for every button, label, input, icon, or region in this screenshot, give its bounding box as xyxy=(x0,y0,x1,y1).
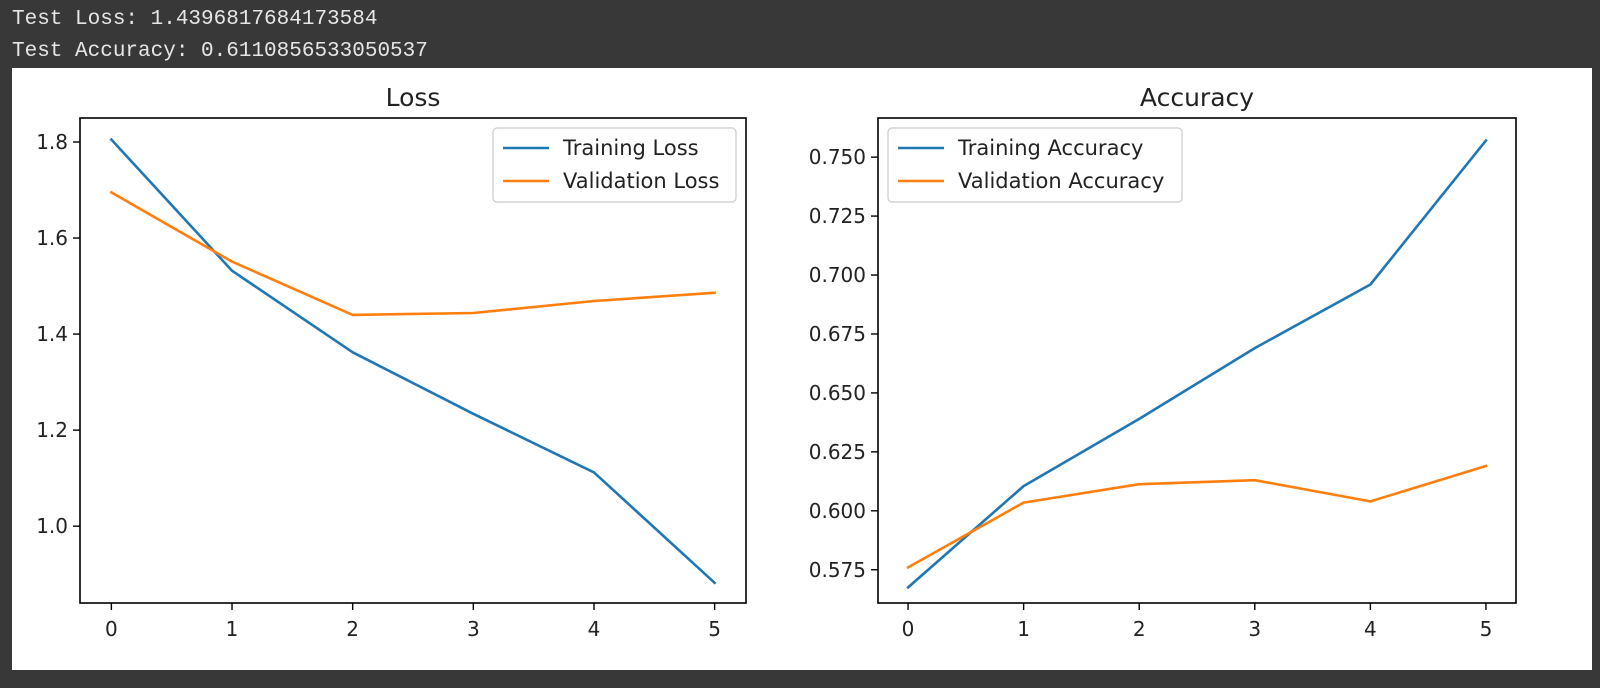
x-tick-label: 5 xyxy=(708,617,721,641)
legend-label: Training Loss xyxy=(562,136,699,160)
x-tick-label: 3 xyxy=(1248,617,1261,641)
figure-output: Loss 0 1 2 3 4 5 1.0 1.2 1.4 1.6 1.8 Training Loss Va… xyxy=(12,68,1592,670)
x-tick-label: 5 xyxy=(1480,617,1493,641)
legend-label: Validation Loss xyxy=(563,169,719,193)
legend: Training Accuracy Validation Accuracy xyxy=(887,127,1183,203)
x-tick-label: 2 xyxy=(346,617,359,641)
legend-box xyxy=(492,127,737,203)
y-tick-label: 0.725 xyxy=(809,204,866,228)
series-line-validation-accuracy xyxy=(906,464,1488,570)
y-tick-label: 0.600 xyxy=(809,499,866,523)
plot-frame xyxy=(79,117,747,604)
x-tick-label: 2 xyxy=(1133,617,1146,641)
series-line-training-accuracy xyxy=(906,138,1488,590)
x-tick-label: 3 xyxy=(467,617,480,641)
y-tick-label: 0.625 xyxy=(809,440,866,464)
console-output: Test Loss: 1.4396817684173584 Test Accura… xyxy=(12,4,428,68)
test-accuracy-line: Test Accuracy: 0.6110856533050537 xyxy=(12,40,428,63)
x-tick-label: 4 xyxy=(1364,617,1377,641)
legend: Training Loss Validation Loss xyxy=(492,127,737,203)
chart-loss: Loss 0 1 2 3 4 5 1.0 1.2 1.4 1.6 1.8 Training Loss Va… xyxy=(36,83,747,641)
series-line-training-loss xyxy=(109,137,717,585)
legend-label: Validation Accuracy xyxy=(958,169,1164,193)
y-tick-label: 0.750 xyxy=(809,145,866,169)
y-tick-label: 0.575 xyxy=(809,558,866,582)
plot-frame xyxy=(877,117,1517,604)
x-tick-label: 1 xyxy=(226,617,239,641)
y-tick-label: 1.4 xyxy=(36,322,68,346)
series-line-validation-loss xyxy=(109,190,716,317)
y-tick-label: 0.675 xyxy=(809,322,866,346)
legend-label: Training Accuracy xyxy=(957,136,1143,160)
chart-title: Loss xyxy=(386,83,441,112)
x-tick-label: 0 xyxy=(902,617,915,641)
y-tick-label: 1.2 xyxy=(36,418,68,442)
test-loss-line: Test Loss: 1.4396817684173584 xyxy=(12,8,378,31)
y-tick-label: 1.8 xyxy=(36,130,68,154)
x-tick-label: 0 xyxy=(105,617,118,641)
x-tick-label: 4 xyxy=(588,617,601,641)
y-tick-label: 0.700 xyxy=(809,263,866,287)
y-tick-label: 1.0 xyxy=(36,514,68,538)
y-tick-label: 1.6 xyxy=(36,226,68,250)
chart-title: Accuracy xyxy=(1140,83,1254,112)
y-tick-label: 0.650 xyxy=(809,381,866,405)
chart-accuracy: Accuracy 0 1 2 3 4 5 0.575 0.600 0.625 0.650 0.675 0… xyxy=(809,83,1517,641)
charts-svg: Loss 0 1 2 3 4 5 1.0 1.2 1.4 1.6 1.8 Training Loss Va… xyxy=(36,83,1517,641)
x-tick-label: 1 xyxy=(1017,617,1030,641)
legend-box xyxy=(887,127,1183,203)
